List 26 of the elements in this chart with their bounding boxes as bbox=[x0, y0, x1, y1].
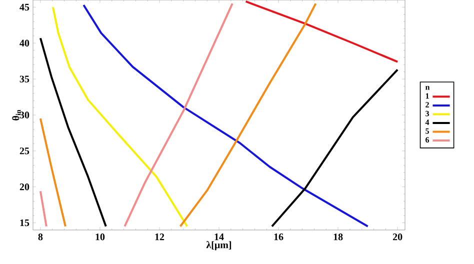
legend-label: 3 bbox=[426, 110, 430, 116]
y-tick-label: 15 bbox=[20, 219, 30, 226]
x-tick-label: 10 bbox=[96, 234, 105, 240]
x-tick-label: 12 bbox=[155, 234, 164, 240]
x-tick-label: 14 bbox=[214, 234, 224, 240]
legend-label: 4 bbox=[425, 120, 430, 125]
x-tick-label: 16 bbox=[274, 234, 284, 240]
y-tick-label: 40 bbox=[20, 40, 30, 46]
x-tick-label: 8 bbox=[38, 234, 43, 240]
line-series bbox=[52, 6, 188, 228]
y-tick-label: 45 bbox=[20, 4, 30, 11]
y-tick-label: 35 bbox=[20, 76, 30, 82]
x-tick-label: 20 bbox=[392, 234, 402, 240]
y-tick-label: 30 bbox=[20, 112, 30, 118]
y-tick-label: 25 bbox=[20, 148, 30, 154]
legend-label: 2 bbox=[426, 102, 429, 108]
legend-label: 5 bbox=[426, 128, 429, 134]
legend-title: n bbox=[425, 86, 430, 90]
x-tick-label: 18 bbox=[334, 234, 343, 240]
y-tick-label: 20 bbox=[20, 183, 30, 190]
line-series bbox=[244, 0, 399, 63]
y-axis-title: θ$_{in}$ bbox=[12, 110, 21, 120]
x-axis-title: λ[μm] bbox=[206, 241, 232, 250]
line-series bbox=[82, 4, 369, 228]
legend-label: 6 bbox=[426, 137, 430, 143]
legend-label: 1 bbox=[426, 93, 429, 99]
